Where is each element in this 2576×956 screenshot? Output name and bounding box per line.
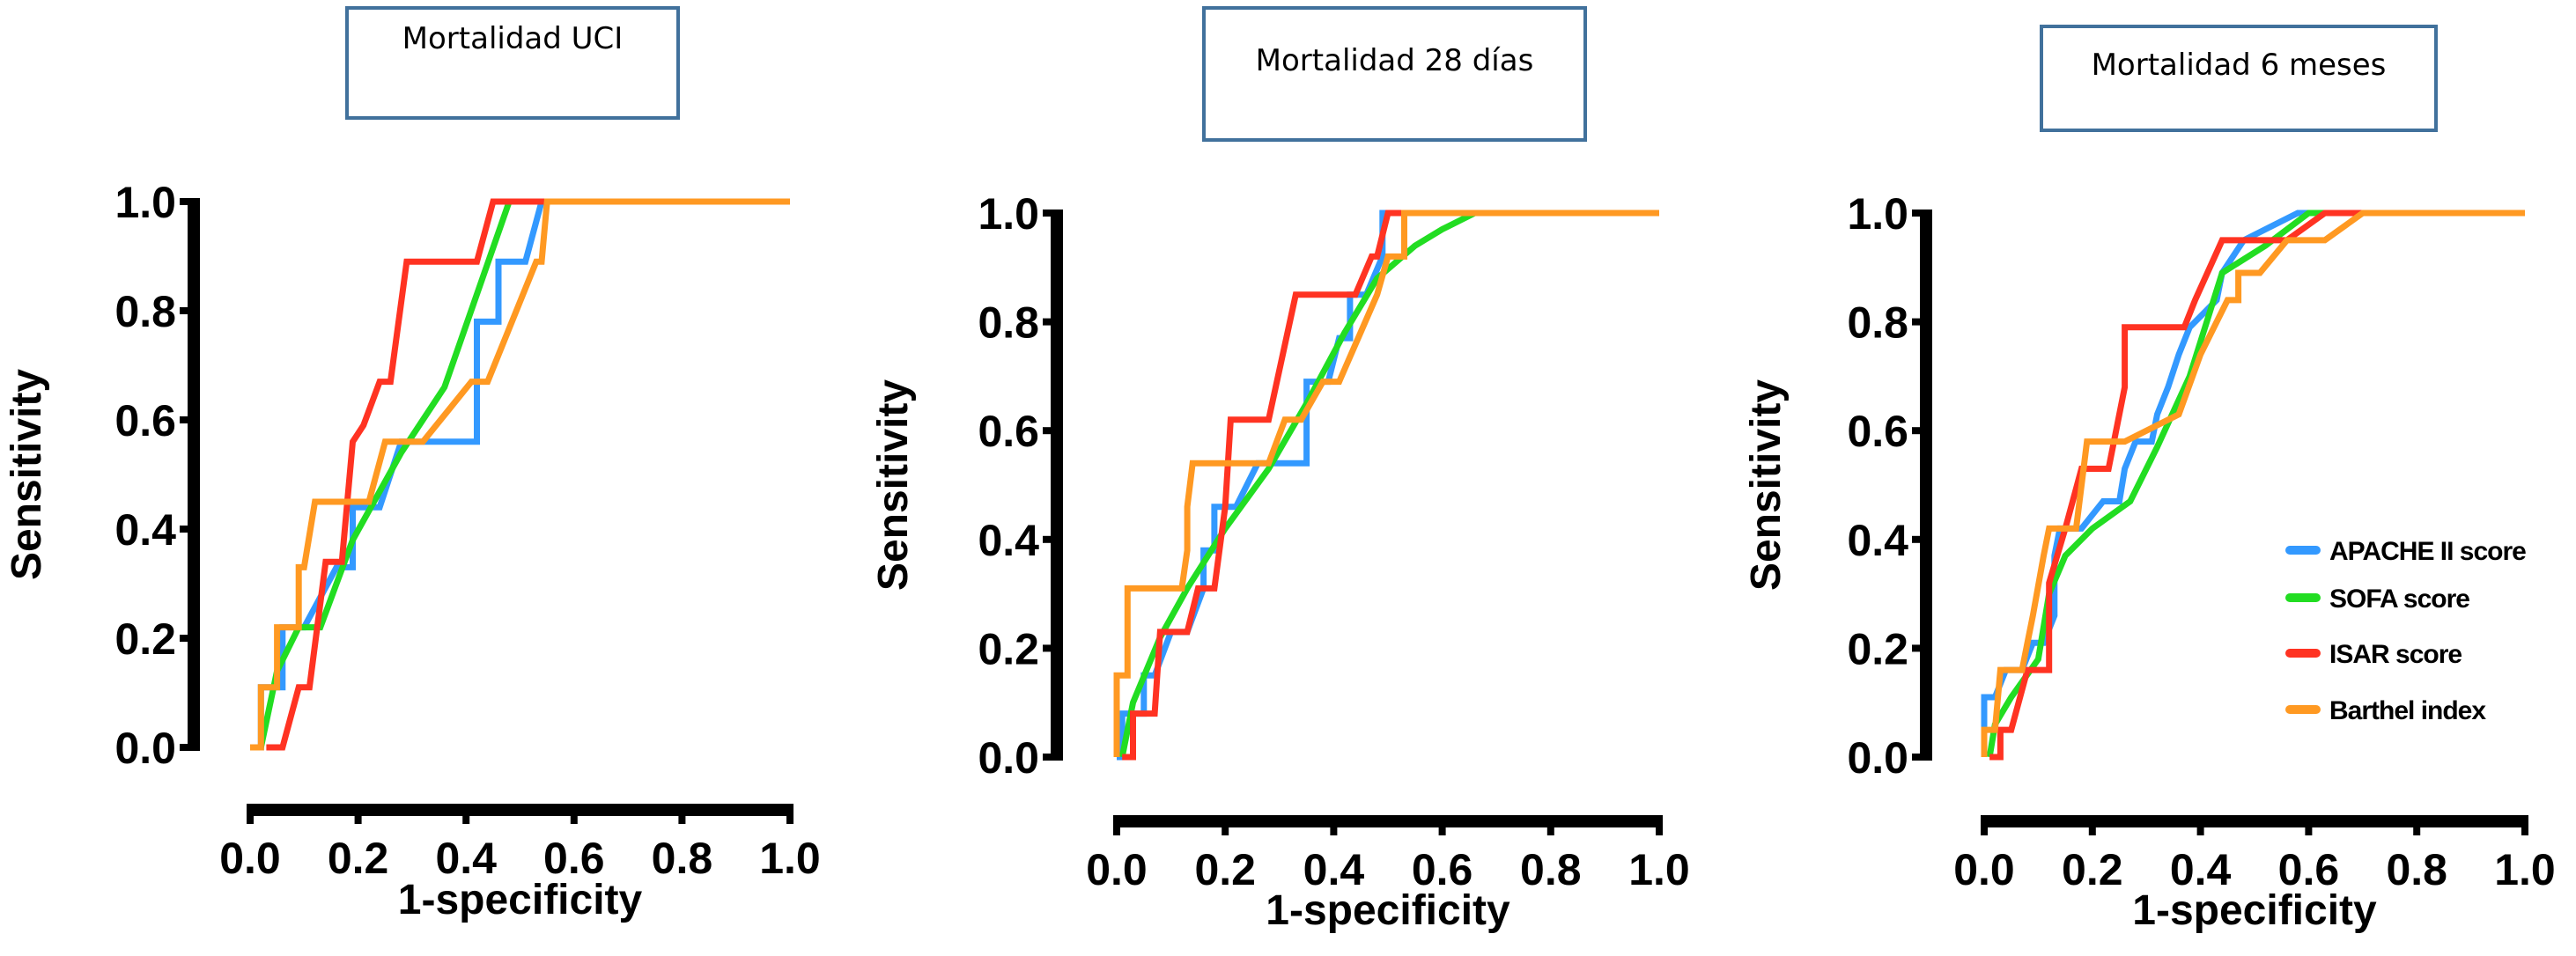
y-tick-label: 0.2 [978, 624, 1039, 673]
x-tick-label: 1.0 [2494, 845, 2556, 894]
y-tick-label: 0.8 [978, 298, 1039, 348]
y-tick-label: 1.0 [978, 189, 1039, 239]
x-tick-label: 0.0 [1953, 845, 2015, 894]
title-box [2040, 25, 2438, 132]
x-tick-label: 0.0 [219, 834, 281, 883]
title-box [345, 6, 680, 120]
x-tick-label: 1.0 [1628, 845, 1690, 894]
legend-label: APACHE II score [2329, 537, 2526, 566]
roc-curve-isar-score [1122, 210, 1659, 761]
legend-item: Barthel index [2285, 696, 2487, 725]
legend-item: ISAR score [2285, 640, 2462, 669]
y-tick-label: 0.4 [1847, 516, 1908, 565]
y-tick-label: 0.6 [1847, 407, 1908, 456]
x-tick-label: 0.2 [328, 834, 389, 883]
y-tick-label: 0.2 [114, 614, 176, 664]
roc-curve-apache-ii-score [1981, 210, 2525, 757]
legend-label: ISAR score [2329, 640, 2462, 669]
x-axis-label: 1-specificity [1266, 887, 1510, 934]
roc-curve-sofa-score [1118, 210, 1659, 758]
x-tick-label: 0.8 [652, 834, 713, 883]
x-tick-label: 0.8 [2386, 845, 2447, 894]
y-tick-label: 0.2 [1847, 624, 1908, 673]
y-tick-label: 1.0 [1847, 189, 1908, 239]
x-tick-label: 0.4 [2170, 845, 2232, 894]
y-tick-label: 0.0 [1847, 733, 1908, 783]
x-tick-label: 0.4 [435, 834, 497, 883]
y-tick-label: 0.8 [114, 287, 176, 336]
legend-item: APACHE II score [2285, 537, 2527, 566]
y-tick-label: 0.0 [114, 724, 176, 773]
roc-curve-sofa-score [1986, 210, 2525, 758]
x-tick-label: 0.6 [543, 834, 605, 883]
y-axis-label: Sensitivity [870, 379, 917, 591]
roc-panel-mortalidad-28-dias: Mortalidad 28 días 0.0 0.2 0.4 0.6 0.8 1.0 0.0 0… [870, 6, 1690, 934]
legend: APACHE II score SOFA score ISAR score Barth… [2285, 537, 2527, 725]
y-axis-label: Sensitivity [1743, 379, 1790, 591]
y-axis-label: Sensitivity [4, 369, 50, 580]
legend-item: SOFA score [2285, 585, 2470, 614]
x-tick-label: 0.0 [1086, 845, 1148, 894]
x-tick-label: 0.6 [2278, 845, 2340, 894]
roc-curve-apache-ii-score [250, 198, 790, 751]
roc-curve-isar-score [266, 198, 790, 751]
x-tick-label: 0.2 [1194, 845, 1256, 894]
x-tick-label: 0.4 [1303, 845, 1365, 894]
legend-label: SOFA score [2329, 585, 2469, 614]
y-tick-label: 0.6 [114, 396, 176, 445]
roc-panel-mortalidad-6-meses: Mortalidad 6 meses 0.0 0.2 0.4 0.6 0.8 1.0 0.0 0… [1743, 25, 2556, 934]
roc-curve-sofa-score [257, 198, 790, 748]
roc-curve-apache-ii-score [1117, 210, 1659, 761]
roc-curve-barthel-index [1981, 210, 2525, 757]
roc-curve-barthel-index [1113, 210, 1659, 757]
title-box [1202, 6, 1587, 142]
roc-curve-isar-score [1989, 210, 2525, 761]
x-axis-label: 1-specificity [2132, 887, 2377, 934]
chart-title: Mortalidad 28 días [1256, 43, 1534, 78]
chart-title: Mortalidad 6 meses [2092, 48, 2387, 83]
y-tick-label: 0.0 [978, 733, 1039, 783]
x-axis-label: 1-specificity [398, 877, 643, 923]
y-tick-label: 0.4 [114, 505, 176, 555]
x-tick-label: 0.8 [1520, 845, 1582, 894]
y-tick-label: 0.6 [978, 407, 1039, 456]
y-tick-label: 0.4 [978, 516, 1039, 565]
y-tick-label: 0.8 [1847, 298, 1908, 348]
roc-curve-barthel-index [250, 198, 790, 751]
legend-label: Barthel index [2329, 696, 2486, 725]
y-tick-label: 1.0 [114, 178, 176, 227]
x-tick-label: 0.6 [1412, 845, 1473, 894]
x-tick-label: 1.0 [759, 834, 821, 883]
chart-title: Mortalidad UCI [402, 21, 624, 56]
roc-panel-mortalidad-uci: Mortalidad UCI 0.0 0.2 0.4 0.6 0.8 1.0 0.0 0.2 0.… [4, 6, 821, 923]
x-tick-label: 0.2 [2062, 845, 2123, 894]
